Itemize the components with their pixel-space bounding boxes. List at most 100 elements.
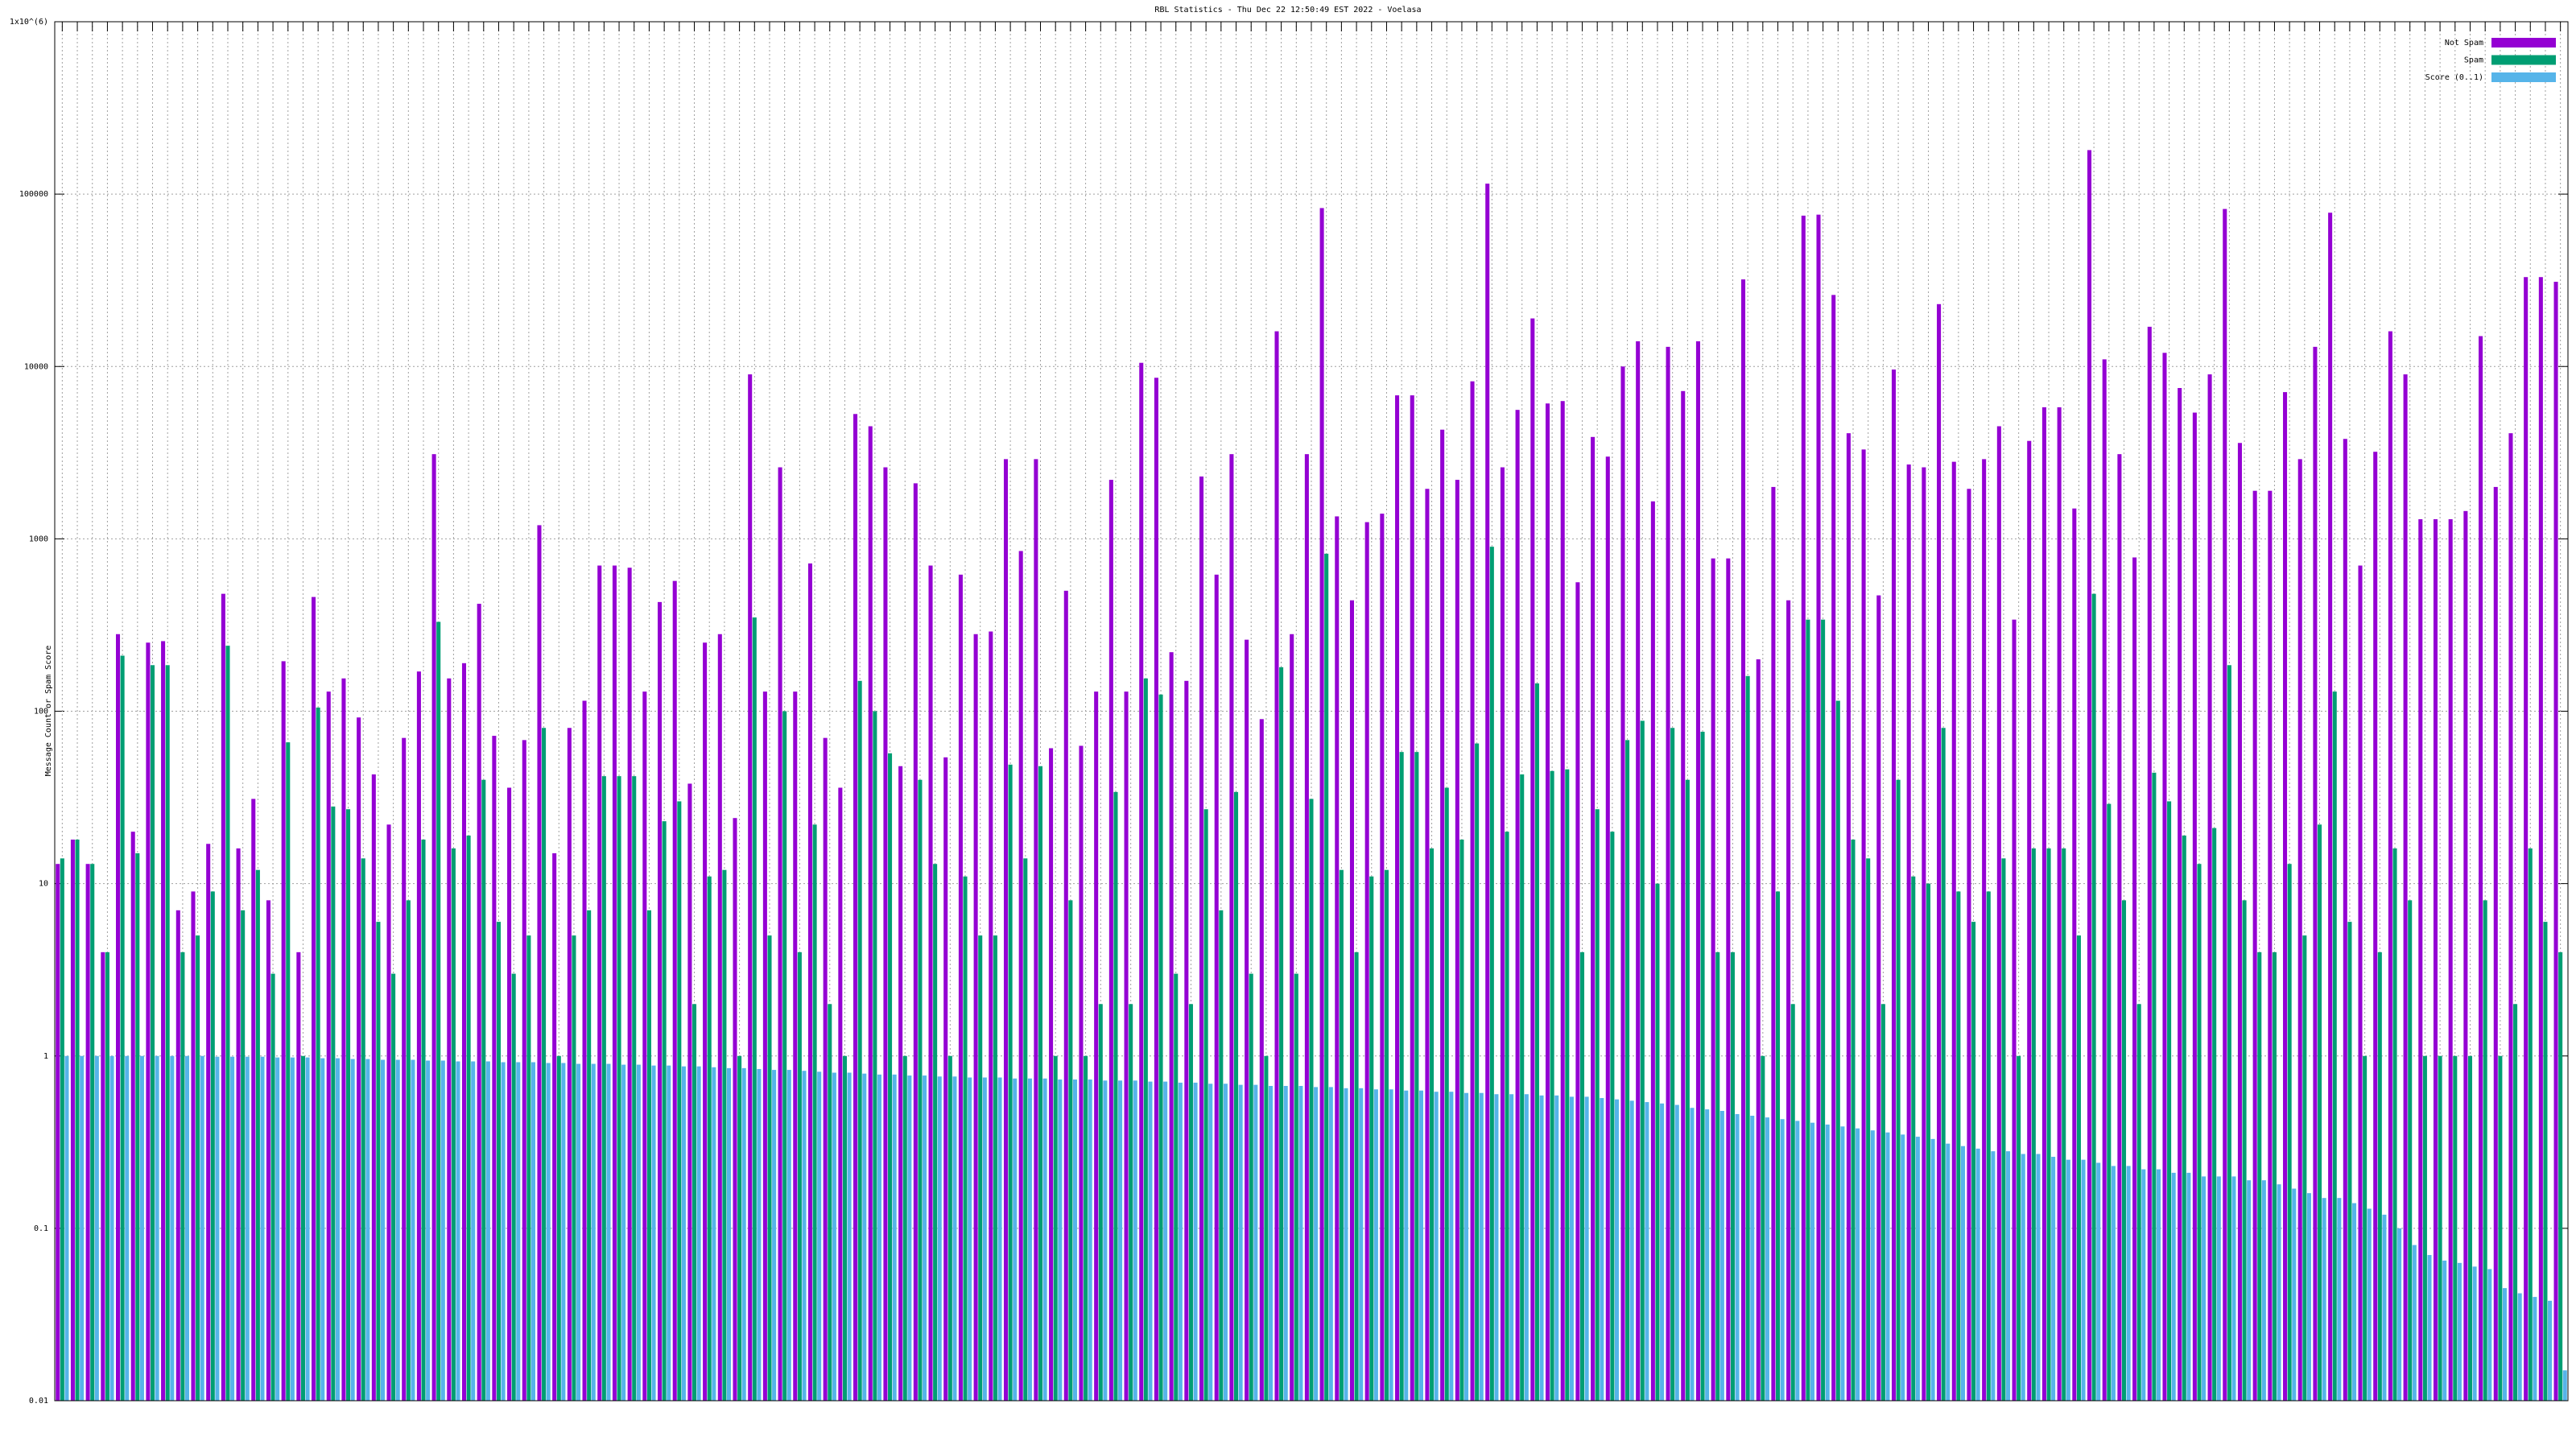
bar	[722, 869, 727, 1401]
bar	[2202, 1176, 2207, 1401]
bar	[1926, 883, 1931, 1401]
bar	[1053, 1055, 1058, 1401]
bar	[717, 634, 722, 1401]
bar	[2533, 1297, 2537, 1401]
bar	[2422, 1055, 2427, 1401]
bar	[2237, 443, 2242, 1401]
bar	[973, 634, 978, 1401]
bar	[1404, 1090, 1409, 1401]
bar	[1786, 600, 1791, 1401]
bar	[696, 1066, 701, 1401]
bar	[2297, 459, 2302, 1401]
bar	[2283, 392, 2288, 1401]
bar	[2498, 1055, 2503, 1401]
bar	[2231, 1176, 2236, 1401]
bar	[1906, 464, 1911, 1401]
bar	[1384, 869, 1389, 1401]
bar	[270, 973, 275, 1401]
bar	[381, 1059, 386, 1401]
bar	[1560, 401, 1565, 1402]
bar	[485, 1061, 490, 1401]
bar	[2352, 1203, 2357, 1401]
bar	[2508, 433, 2513, 1402]
bar	[2313, 346, 2318, 1402]
bar	[1274, 331, 1279, 1401]
bar	[2287, 864, 2292, 1401]
bar	[873, 711, 877, 1401]
bar	[2072, 508, 2077, 1401]
bar	[196, 935, 200, 1401]
bar	[115, 634, 121, 1401]
bar	[1765, 1117, 1769, 1401]
bar	[300, 1055, 305, 1401]
bar	[2453, 1055, 2458, 1401]
bar	[2076, 935, 2081, 1401]
bar	[1264, 1055, 1269, 1401]
bar	[1319, 208, 1324, 1401]
bar	[1324, 553, 1329, 1401]
bar	[402, 737, 407, 1401]
bar	[1158, 694, 1163, 1401]
bar	[1840, 1126, 1845, 1401]
bar	[2152, 772, 2157, 1401]
bar	[1283, 1085, 1288, 1401]
bar	[440, 1060, 445, 1401]
bar	[2046, 848, 2051, 1401]
bar	[320, 1058, 325, 1401]
bar	[1013, 1078, 1018, 1401]
plot-frame	[54, 21, 2569, 1402]
bar	[782, 711, 787, 1401]
bar	[361, 858, 365, 1401]
bar	[662, 821, 667, 1401]
y-tick-label: 10	[39, 880, 48, 889]
bar	[1967, 489, 1971, 1401]
bar	[1079, 745, 1084, 1401]
bar	[461, 663, 467, 1401]
bar	[2306, 1193, 2311, 1401]
bar	[741, 1067, 746, 1401]
bar	[691, 1004, 697, 1401]
bar	[411, 1059, 415, 1401]
bar	[1418, 1090, 1423, 1401]
bar	[2467, 1055, 2473, 1401]
bar	[2192, 412, 2197, 1401]
bar	[1188, 1004, 1193, 1401]
bar	[2051, 1157, 2056, 1401]
bar	[2438, 1055, 2442, 1401]
bar	[1440, 429, 1445, 1401]
bar	[260, 1056, 265, 1401]
bar	[1199, 476, 1204, 1401]
bar	[1705, 1109, 1710, 1401]
bar	[1810, 1122, 1815, 1401]
bar	[1008, 764, 1013, 1401]
bar	[1464, 1092, 1469, 1401]
bar	[1018, 551, 1023, 1401]
bar	[466, 835, 471, 1401]
bar	[1214, 574, 1219, 1401]
bar	[1058, 1080, 1063, 1401]
bar	[797, 952, 802, 1401]
bar	[1359, 1088, 1364, 1401]
bar	[2487, 1269, 2492, 1401]
bar	[1545, 403, 1550, 1401]
bar	[312, 597, 316, 1401]
y-tick-label: 1x10^(6)	[10, 18, 48, 27]
bar	[2392, 848, 2397, 1401]
bar	[1620, 366, 1625, 1401]
bar	[1750, 1116, 1755, 1401]
bar	[1780, 1119, 1785, 1401]
bar	[2062, 848, 2066, 1401]
bar	[1640, 720, 1645, 1401]
bar	[2388, 331, 2392, 1401]
bar	[2433, 518, 2438, 1402]
bar	[1685, 779, 1690, 1401]
bar	[2373, 452, 2378, 1402]
bar	[1034, 459, 1038, 1401]
bar	[642, 691, 647, 1401]
bar	[2117, 454, 2122, 1402]
bar	[1133, 1080, 1137, 1401]
bar	[1344, 1088, 1348, 1401]
bar	[522, 740, 526, 1401]
bar	[1600, 1098, 1604, 1401]
